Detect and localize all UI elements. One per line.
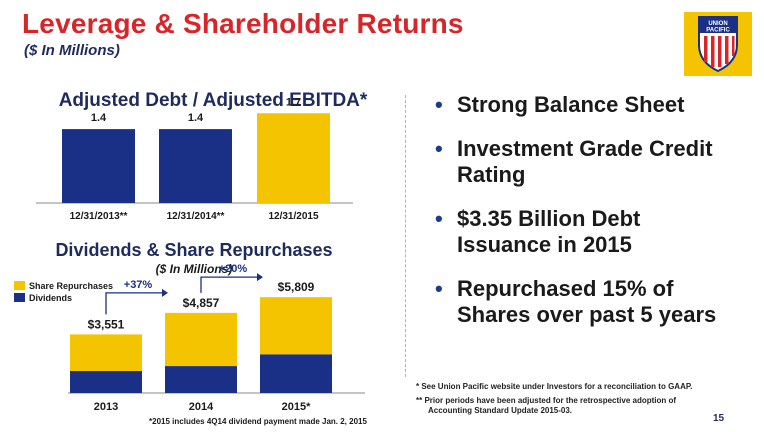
bullet-item: • $3.35 Billion Debt Issuance in 2015 bbox=[435, 206, 757, 258]
legend-label-share-repurchases: Share Repurchases bbox=[29, 281, 113, 291]
legend-label-dividends: Dividends bbox=[29, 293, 72, 303]
legend-swatch-share-repurchases bbox=[14, 281, 25, 290]
union-pacific-shield-icon: UNION PACIFIC bbox=[698, 16, 738, 73]
bullet-line-1: Repurchased 15% of bbox=[457, 276, 674, 301]
chart1-category-label: 12/31/2015 bbox=[268, 211, 318, 222]
chart1-title: Adjusted Debt / Adjusted EBITDA* bbox=[59, 90, 368, 111]
chart2-total-label: $5,809 bbox=[278, 280, 315, 294]
debt-ebitda-chart: Adjusted Debt / Adjusted EBITDA* 1.4 12/3… bbox=[36, 90, 368, 222]
bullet-dot-icon: • bbox=[435, 206, 443, 231]
chart2-bar-segment bbox=[260, 354, 332, 393]
logo-text-bottom: PACIFIC bbox=[706, 28, 730, 34]
footnote-gaap: * See Union Pacific website under Invest… bbox=[416, 382, 693, 391]
bullet-line-1: Investment Grade Credit bbox=[457, 136, 713, 161]
chart2-footnote: *2015 includes 4Q14 dividend payment mad… bbox=[149, 417, 367, 426]
bullet-line-1: $3.35 Billion Debt bbox=[457, 206, 641, 231]
chart2-bar-segment bbox=[70, 371, 142, 393]
slide-subtitle: ($ In Millions) bbox=[24, 42, 120, 59]
chart1-category-label: 12/31/2014** bbox=[167, 211, 225, 222]
chart2-legend: Share Repurchases Dividends bbox=[14, 281, 113, 303]
growth-arrow-line bbox=[200, 276, 257, 293]
growth-arrow-line bbox=[105, 292, 162, 315]
bullet-line-1: Strong Balance Sheet bbox=[457, 92, 685, 117]
bullet-item: • Strong Balance Sheet bbox=[435, 92, 757, 118]
bullet-item: • Repurchased 15% of Shares over past 5 ye… bbox=[435, 276, 757, 328]
chart2-category-label: 2014 bbox=[189, 401, 214, 413]
footnote-asu: Accounting Standard Update 2015-03. bbox=[428, 406, 573, 415]
chart1-data-label: 1.4 bbox=[188, 112, 204, 124]
bullet-dot-icon: • bbox=[435, 276, 443, 301]
logo-text-top: UNION bbox=[708, 21, 727, 27]
growth-arrow-icon bbox=[200, 273, 263, 293]
chart1-data-label: 1.4 bbox=[91, 112, 107, 124]
bullet-dot-icon: • bbox=[435, 92, 443, 117]
chart2-bar-segment bbox=[165, 366, 237, 393]
chart1-bar bbox=[257, 113, 330, 203]
chart1-category-label: 12/31/2013** bbox=[70, 211, 128, 222]
chart2-subtitle: ($ In Millions) bbox=[156, 262, 233, 276]
chart2-growth-label: +37% bbox=[124, 279, 153, 291]
chart2-total-label: $3,551 bbox=[88, 317, 125, 331]
vertical-divider bbox=[405, 95, 406, 377]
footnote-adjusted: ** Prior periods have been adjusted for … bbox=[416, 396, 677, 405]
growth-arrow-head bbox=[162, 288, 168, 297]
legend-swatch-dividends bbox=[14, 293, 25, 302]
chart1-bar bbox=[62, 129, 135, 203]
chart2-bar-segment bbox=[70, 334, 142, 372]
bullet-line-2: Shares over past 5 years bbox=[457, 302, 717, 327]
bullet-dot-icon: • bbox=[435, 136, 443, 161]
growth-arrow-head bbox=[257, 273, 263, 282]
dividends-repurchases-chart: Dividends & Share Repurchases ($ In Mill… bbox=[14, 240, 367, 426]
chart2-category-label: 2015* bbox=[282, 401, 311, 413]
chart1-bar bbox=[159, 129, 232, 203]
chart2-bar-segment bbox=[165, 312, 237, 367]
union-pacific-logo: UNION PACIFIC bbox=[684, 12, 752, 76]
chart2-category-label: 2013 bbox=[94, 401, 118, 413]
chart2-bar-segment bbox=[260, 297, 332, 355]
chart1-data-label: 1.7 bbox=[286, 96, 301, 108]
slide-title: Leverage & Shareholder Returns bbox=[22, 8, 464, 39]
chart2-total-label: $4,857 bbox=[183, 296, 220, 310]
growth-arrow-icon bbox=[105, 288, 168, 315]
bullet-item: • Investment Grade Credit Rating bbox=[435, 136, 757, 188]
bullet-line-2: Issuance in 2015 bbox=[457, 232, 632, 257]
bullet-line-2: Rating bbox=[457, 162, 526, 187]
key-points-list: • Strong Balance Sheet • Investment Grade … bbox=[435, 92, 757, 346]
chart2-title: Dividends & Share Repurchases bbox=[55, 240, 332, 260]
chart2-growth-label: +20% bbox=[219, 263, 248, 275]
page-number: 15 bbox=[713, 413, 725, 424]
